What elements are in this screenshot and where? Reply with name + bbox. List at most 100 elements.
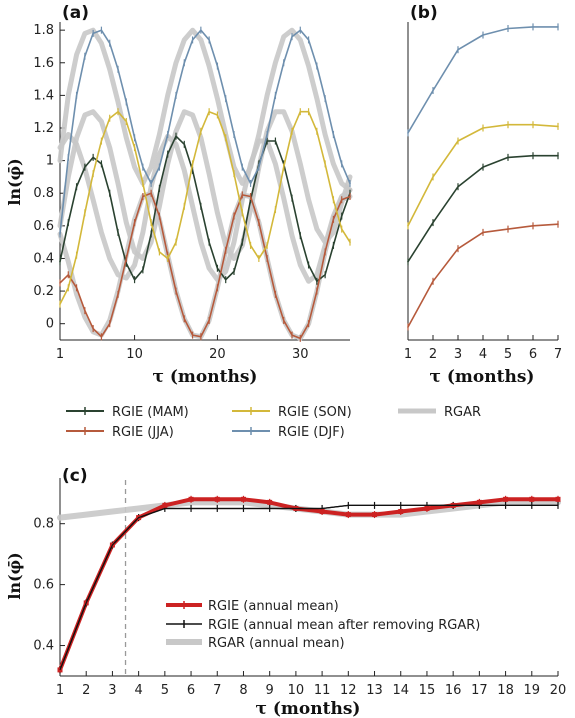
legend-c-label-rgar: RGAR (annual mean) (208, 636, 345, 651)
panel-c-point-annual-marker (162, 502, 168, 508)
panel-c-point-annual-marker (555, 496, 561, 502)
panel-a-ticks: 1 10 20 30 0 0.2 0.4 0.6 0.8 1 1.2 1.4 1.6 1.8 (33, 23, 308, 362)
panel-c-xtick-label: 13 (366, 683, 383, 698)
legend-top-label-mam: RGIE (MAM) (112, 405, 189, 420)
legend-c-label-annual: RGIE (annual mean) (208, 599, 339, 614)
panel-b-series-jja-line (407, 223, 559, 328)
legend-c-label-removed: RGIE (annual mean after removing RGAR) (208, 618, 480, 633)
legend-top-label-djf: RGIE (DJF) (278, 425, 345, 440)
panel-b-xtick-label: 5 (504, 347, 512, 362)
panel-a-xtick-label: 20 (209, 347, 226, 362)
panel-a-series-rgar-line (57, 109, 353, 261)
legend-top-label-rgar: RGAR (444, 405, 481, 420)
panel-c: 1 2 3 4 5 6 7 8 9 10 11 12 13 14 15 16 17 18 19 200.40.60.8… (5, 466, 566, 718)
panel-c-xtick-label: 11 (314, 683, 331, 698)
panel-c-point-annual-marker (372, 512, 378, 518)
panel-c-xlabel: τ (months) (256, 699, 361, 718)
panel-a-series-rgar-line (57, 190, 353, 341)
panel-c-ytick-label: 0.8 (33, 517, 54, 532)
panel-c-point-annual-marker (345, 512, 351, 518)
panel-a-xtick-label: 1 (56, 347, 64, 362)
panel-c-point-annual-marker (319, 509, 325, 515)
panel-a-series (57, 26, 353, 342)
panel-a-xlabel: τ (months) (153, 367, 258, 387)
panel-c-series (57, 480, 561, 676)
panel-b: 1 2 3 4 5 6 7 (b) τ (months) (404, 3, 562, 387)
panel-c-xtick-label: 1 (56, 683, 64, 698)
panel-c-point-annual-marker (214, 496, 220, 502)
panel-a-series-jja-line (59, 192, 351, 340)
panel-a-ytick-label: 1.8 (33, 23, 54, 38)
panel-b-label: (b) (410, 3, 438, 23)
panel-c-xtick-label: 10 (288, 683, 305, 698)
panel-c-xtick-label: 16 (445, 683, 462, 698)
panel-c-xtick-label: 12 (340, 683, 357, 698)
panel-c-point-annual-marker (424, 505, 430, 511)
panel-c-xtick-label: 14 (392, 683, 409, 698)
panel-c-label: (c) (62, 466, 88, 486)
panel-b-xtick-label: 3 (454, 347, 462, 362)
panel-a-ytick-label: 0.2 (33, 284, 54, 299)
panel-c-xtick-label: 17 (471, 683, 488, 698)
panel-c-xtick-label: 15 (419, 683, 436, 698)
panel-c-xtick-label: 8 (239, 683, 247, 698)
panel-c-point-annual-marker (57, 667, 63, 673)
panel-b-ticks: 1 2 3 4 5 6 7 (404, 335, 562, 362)
panel-a-series-mam-line (59, 135, 351, 283)
panel-c-xtick-label: 5 (161, 683, 169, 698)
panel-b-xtick-label: 2 (429, 347, 437, 362)
panel-a-ytick-label: 0.4 (33, 251, 54, 266)
panel-a: 1 10 20 30 0 0.2 0.4 0.6 0.8 1 1.2 1.4 1.6 1.8 (a) τ … (5, 3, 353, 387)
panel-b-xtick-label: 1 (404, 347, 412, 362)
panel-c-series-removed-line-top (59, 504, 558, 671)
panel-c-xtick-label: 2 (82, 683, 90, 698)
panel-c-point-annual-marker (267, 499, 273, 505)
panel-a-label: (a) (62, 3, 89, 23)
panel-a-ytick-label: 0.8 (33, 186, 54, 201)
panel-b-xtick-label: 4 (479, 347, 487, 362)
panel-c-ytick-label: 0.6 (33, 578, 54, 593)
panel-a-ytick-label: 1.2 (33, 121, 54, 136)
panel-a-ytick-label: 0.6 (33, 219, 54, 234)
panel-a-ytick-label: 0 (46, 317, 54, 332)
panel-b-series (407, 23, 559, 331)
panel-a-ylabel: ln(φ̄) (5, 158, 24, 205)
legend-top-label-son: RGIE (SON) (278, 405, 352, 420)
panel-a-series-djf-line (59, 29, 351, 235)
panel-c-ylabel: ln(φ̄) (5, 552, 24, 599)
panel-a-ytick-label: 1.4 (33, 88, 54, 103)
panel-c-point-annual-marker (188, 496, 194, 502)
panel-c-ticks: 1 2 3 4 5 6 7 8 9 10 11 12 13 14 15 16 17 18 19 200.40.60.8 (33, 517, 566, 698)
panel-c-ytick-label: 0.4 (33, 639, 54, 654)
panel-a-xtick-label: 10 (126, 347, 143, 362)
panel-b-xtick-label: 7 (554, 347, 562, 362)
panel-c-xtick-label: 9 (266, 683, 274, 698)
panel-b-xtick-label: 6 (529, 347, 537, 362)
panel-c-point-annual-marker (529, 496, 535, 502)
panel-c-legend: RGIE (annual mean) RGIE (annual mean afte… (166, 599, 480, 651)
panel-a-series-rgar-line (57, 27, 353, 193)
panel-c-point-annual-marker (503, 496, 509, 502)
panel-c-xtick-label: 19 (524, 683, 541, 698)
panel-c-point-annual-marker (476, 499, 482, 505)
panel-c-point-annual-marker (240, 496, 246, 502)
panel-a-xtick-label: 30 (292, 347, 309, 362)
panel-b-series-son-line (407, 123, 559, 227)
panel-b-xlabel: τ (months) (430, 367, 535, 387)
panel-a-ytick-label: 1.6 (33, 56, 54, 71)
panel-b-series-mam-line (407, 154, 559, 263)
legend-top-label-jja: RGIE (JJA) (112, 425, 174, 440)
panel-c-xtick-label: 6 (187, 683, 195, 698)
legend-top: RGIE (MAM) RGIE (SON) RGAR RGIE (JJA) RGIE (… (66, 405, 481, 440)
panel-a-ytick-label: 1 (46, 154, 54, 169)
panel-a-series-son-line (59, 110, 351, 305)
panel-b-series-djf-line (407, 26, 559, 134)
panel-c-xtick-label: 18 (497, 683, 514, 698)
panel-c-xtick-label: 20 (550, 683, 567, 698)
panel-a-series-rgar-line (57, 132, 353, 284)
panel-c-xtick-label: 4 (134, 683, 142, 698)
panel-c-xtick-label: 7 (213, 683, 221, 698)
panel-c-point-annual-marker (398, 509, 404, 515)
panel-c-xtick-label: 3 (108, 683, 116, 698)
